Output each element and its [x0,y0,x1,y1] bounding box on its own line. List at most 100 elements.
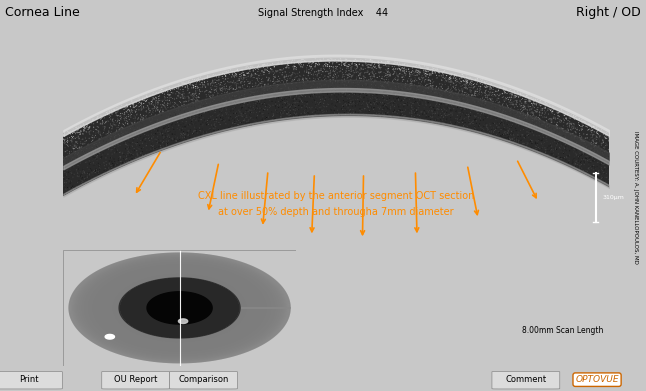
Point [371,107,381,113]
Point [450,75,461,81]
Polygon shape [135,286,224,330]
Point [571,132,581,138]
Point [514,141,525,147]
Point [565,156,575,162]
Point [589,131,599,137]
Point [180,108,190,114]
Point [155,132,165,138]
Point [532,109,542,115]
Point [541,118,552,124]
Point [479,120,490,126]
Point [596,167,606,173]
Point [167,103,178,109]
Point [201,120,211,126]
Point [421,102,432,109]
Point [179,101,189,108]
Polygon shape [149,293,210,323]
Point [93,163,103,169]
Point [446,75,456,81]
Point [154,109,165,116]
Point [221,85,231,91]
Point [558,115,568,122]
Point [181,119,191,125]
Point [234,117,244,124]
Point [345,107,355,113]
Point [338,106,348,113]
Point [570,145,580,152]
Point [457,82,468,88]
Point [283,73,293,79]
Point [468,112,478,118]
Point [579,131,589,137]
Point [388,77,399,83]
Point [467,127,477,134]
Point [76,124,86,130]
Point [410,75,420,81]
Point [565,148,575,154]
Point [287,102,298,108]
Point [483,106,493,112]
Point [152,145,162,151]
Point [490,88,501,94]
Point [314,70,324,76]
Point [134,126,145,132]
Point [515,109,525,115]
Point [598,137,608,143]
Point [68,186,79,192]
Point [379,91,390,98]
Point [275,88,286,95]
Point [326,63,337,70]
Point [519,115,530,122]
Point [349,65,360,71]
Point [463,75,474,82]
Point [344,61,354,68]
Point [211,118,222,125]
Point [108,121,118,127]
Point [232,80,242,86]
Point [301,108,311,114]
Point [594,170,604,176]
Point [123,114,134,120]
Point [581,170,592,176]
Point [195,103,205,109]
Point [539,129,549,135]
Point [250,70,260,77]
Point [194,99,204,105]
Point [426,117,436,123]
Point [102,139,112,145]
Point [490,127,500,134]
Point [329,73,340,79]
Point [452,116,463,122]
Point [596,146,607,152]
Point [62,176,72,183]
Point [264,84,275,90]
Point [261,118,271,125]
Point [253,77,263,83]
Point [362,90,372,97]
Point [424,102,435,108]
Polygon shape [126,282,233,334]
Point [112,161,122,167]
Point [377,83,388,90]
Point [363,57,373,63]
Point [75,160,85,167]
Point [133,105,143,111]
Point [551,155,561,161]
Point [86,160,96,166]
Point [211,116,222,122]
Point [380,93,390,100]
Point [163,88,173,94]
Point [114,113,125,119]
Point [88,136,98,142]
Point [118,149,128,155]
Point [237,123,247,129]
Text: IMAGE COURTESY: A. JOHN KANELLOPOULOS, MD: IMAGE COURTESY: A. JOHN KANELLOPOULOS, M… [633,131,638,264]
Polygon shape [121,279,238,337]
Point [603,176,613,182]
Point [186,118,196,125]
Point [320,73,330,79]
Point [487,89,497,95]
Point [130,116,140,122]
Point [508,118,518,124]
Point [103,118,114,124]
